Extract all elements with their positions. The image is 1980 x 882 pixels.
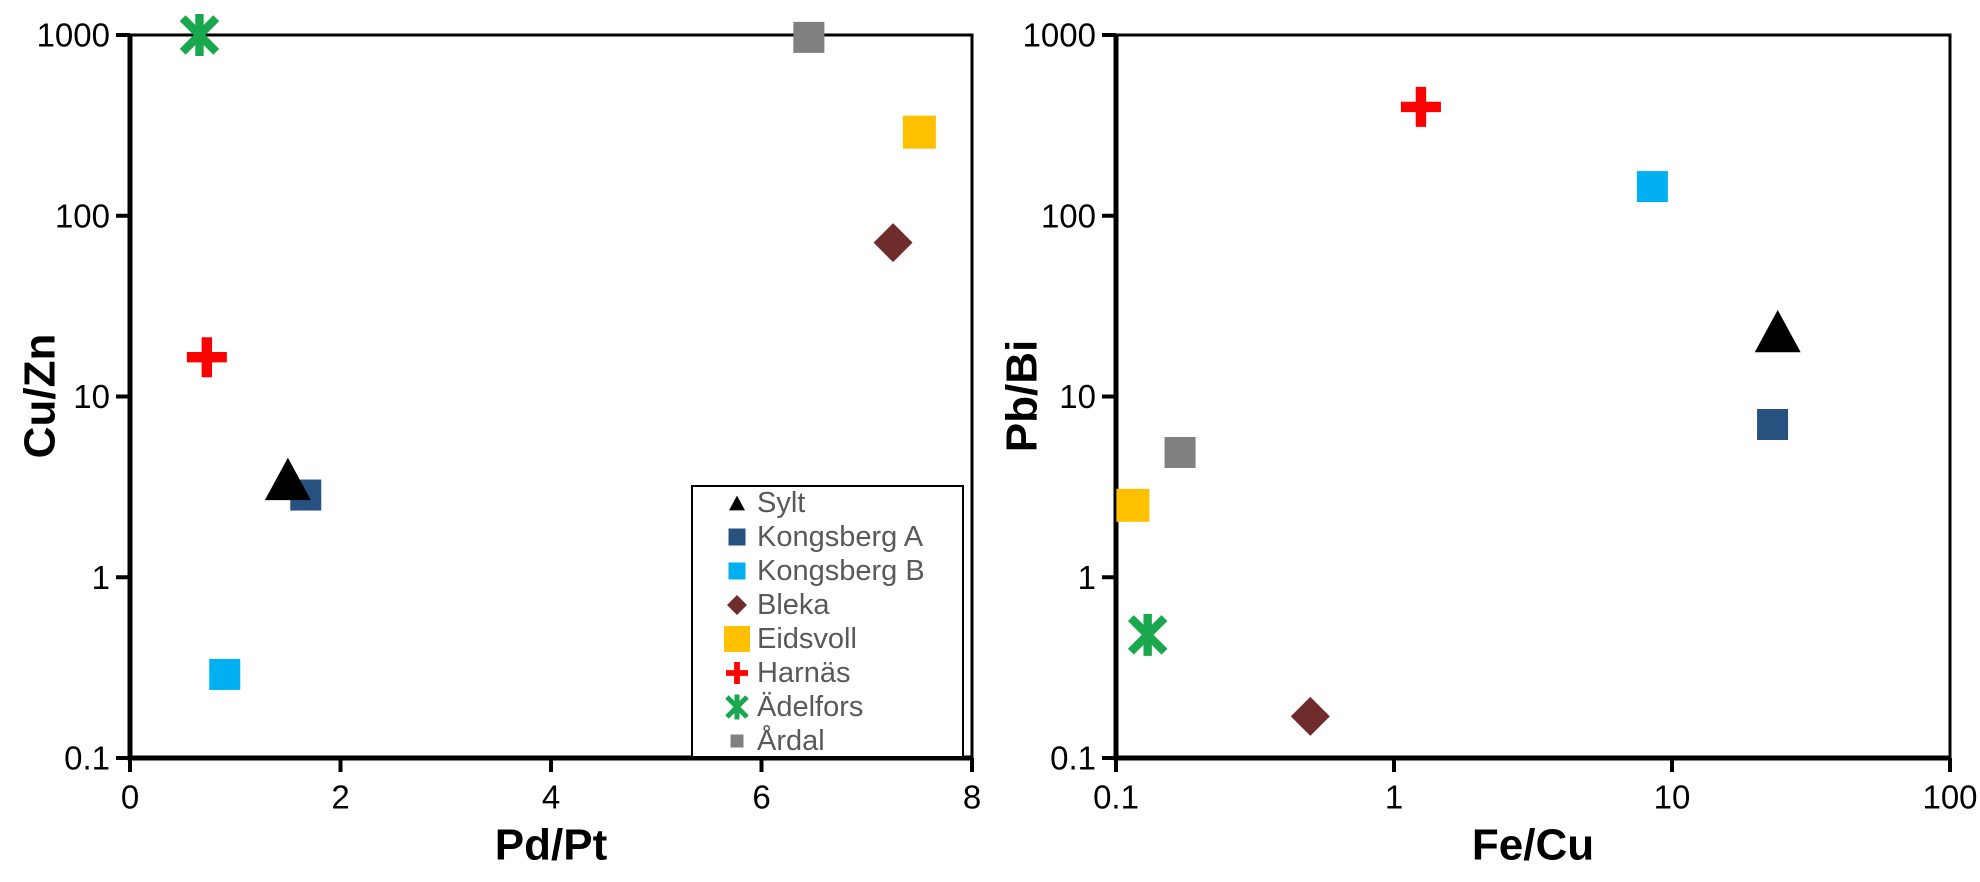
x-tick-label: 10 <box>1654 779 1691 816</box>
marker-harnas <box>186 337 227 378</box>
x-tick-label: 4 <box>542 779 560 816</box>
legend-label: Ädelfors <box>757 691 863 723</box>
y-tick-label: 0.1 <box>64 740 110 777</box>
x-axis-title: Pd/Pt <box>495 821 608 870</box>
x-tick-label: 2 <box>331 779 349 816</box>
legend-marker-kongsberg-b <box>728 562 746 580</box>
x-tick-label: 8 <box>963 779 981 816</box>
legend-marker-eidsvoll <box>724 626 750 652</box>
legend-item-bleka: Bleka <box>727 589 830 621</box>
x-tick-label: 0 <box>121 779 139 816</box>
legend-marker-kongsberg-a <box>728 528 746 546</box>
marker-kongsberg-b <box>209 658 241 690</box>
marker-ardal <box>793 21 825 53</box>
legend-marker-ardal <box>730 734 744 748</box>
legend-label: Bleka <box>757 589 830 621</box>
y-tick-label: 10 <box>1059 378 1096 415</box>
legend-label: Årdal <box>757 724 825 757</box>
marker-harnas <box>1400 86 1441 127</box>
y-axis-title: Cu/Zn <box>16 334 65 459</box>
x-tick-label: 100 <box>1922 779 1977 816</box>
legend-item-kongsberg-a: Kongsberg A <box>728 521 924 553</box>
marker-adelfors <box>1127 613 1168 656</box>
y-tick-label: 1 <box>92 559 110 596</box>
y-tick-label: 100 <box>55 197 110 234</box>
marker-kongsberg-a <box>1757 408 1789 440</box>
x-tick-label: 6 <box>752 779 770 816</box>
legend-item-sylt: Sylt <box>729 487 805 519</box>
y-tick-label: 1000 <box>1023 17 1096 54</box>
x-tick-label: 0.1 <box>1093 779 1139 816</box>
y-tick-label: 1000 <box>37 17 110 54</box>
legend-item-ardal: Årdal <box>730 724 825 757</box>
y-tick-label: 1 <box>1078 559 1096 596</box>
legend-item-harnas: Harnäs <box>726 657 851 689</box>
legend-label: Eidsvoll <box>757 623 857 655</box>
legend-label: Kongsberg A <box>757 521 924 553</box>
legend-marker-adelfors <box>725 694 749 720</box>
marker-eidsvoll <box>1116 488 1150 522</box>
legend-item-adelfors: Ädelfors <box>725 691 863 723</box>
marker-sylt <box>1754 309 1801 353</box>
legend-label: Harnäs <box>757 657 851 689</box>
legend-marker-sylt <box>729 495 745 511</box>
marker-eidsvoll <box>902 115 936 149</box>
x-axis-title: Fe/Cu <box>1472 821 1594 870</box>
legend-marker-harnas <box>726 662 748 684</box>
y-tick-label: 0.1 <box>1050 740 1096 777</box>
legend-marker-bleka <box>727 595 747 615</box>
marker-sylt <box>264 457 311 501</box>
legend-label: Sylt <box>757 487 805 519</box>
legend-item-eidsvoll: Eidsvoll <box>724 623 857 655</box>
y-tick-label: 100 <box>1041 197 1096 234</box>
x-tick-label: 1 <box>1385 779 1403 816</box>
marker-adelfors <box>179 14 220 56</box>
marker-ardal <box>1164 436 1196 468</box>
marker-bleka <box>1290 696 1330 736</box>
pb-bi-vs-fe-cu-chart: 0.1 1 10 100 0.1 1 10 100 1000 Fe/Cu Pb/Bi <box>998 17 1978 870</box>
marker-bleka <box>873 223 913 263</box>
y-axis-title: Pb/Bi <box>998 340 1047 452</box>
plot-frame <box>1114 33 1952 760</box>
legend-item-kongsberg-b: Kongsberg B <box>728 555 925 587</box>
marker-kongsberg-b <box>1636 171 1668 203</box>
cu-zn-vs-pd-pt-chart: 0 2 4 6 80.11101001000Pd/PtCu/ZnSyltKongsber… <box>16 14 981 870</box>
legend-label: Kongsberg B <box>757 555 925 587</box>
y-tick-label: 10 <box>73 378 110 415</box>
